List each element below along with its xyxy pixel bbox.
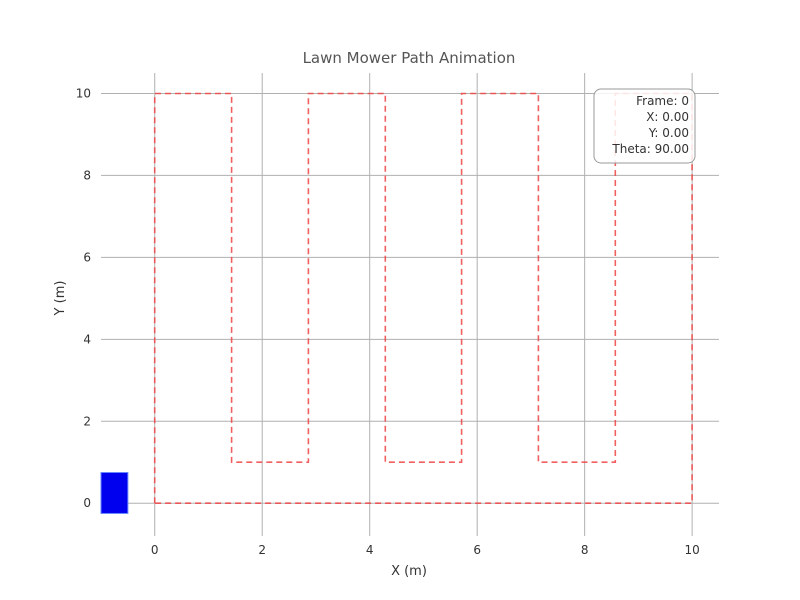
mower-layer: [100, 471, 129, 514]
y-tick-label: 2: [83, 414, 91, 428]
chart-title: Lawn Mower Path Animation: [303, 49, 516, 67]
x-tick-label: 2: [258, 543, 266, 557]
path-layer: [153, 92, 693, 505]
mower-body: [100, 471, 129, 514]
x-axis-label: X (m): [391, 564, 427, 579]
y-tick-label: 10: [76, 86, 91, 100]
y-tick-label: 8: [83, 168, 91, 182]
info-x: X: 0.00: [646, 110, 689, 124]
path-series-line: [153, 92, 693, 505]
info-theta: Theta: 90.00: [611, 142, 689, 156]
y-axis-label: Y (m): [53, 281, 68, 317]
info-frame: Frame: 0: [636, 94, 689, 108]
x-tick-label: 4: [366, 543, 374, 557]
x-tick-labels: 0 2 4 6 8 10: [151, 543, 700, 557]
x-tick-label: 6: [473, 543, 481, 557]
info-box-frame: [593, 88, 696, 164]
info-box: Frame: 0 X: 0.00 Y: 0.00 Theta: 90.00: [593, 88, 696, 164]
x-tick-label: 8: [581, 543, 589, 557]
x-tick-label: 10: [684, 543, 699, 557]
x-tick-label: 0: [151, 543, 159, 557]
y-tick-label: 4: [83, 332, 91, 346]
info-y: Y: 0.00: [648, 126, 689, 140]
y-tick-labels: 0 2 4 6 8 10: [76, 86, 91, 510]
y-tick-label: 0: [83, 496, 91, 510]
y-tick-label: 6: [83, 250, 91, 264]
